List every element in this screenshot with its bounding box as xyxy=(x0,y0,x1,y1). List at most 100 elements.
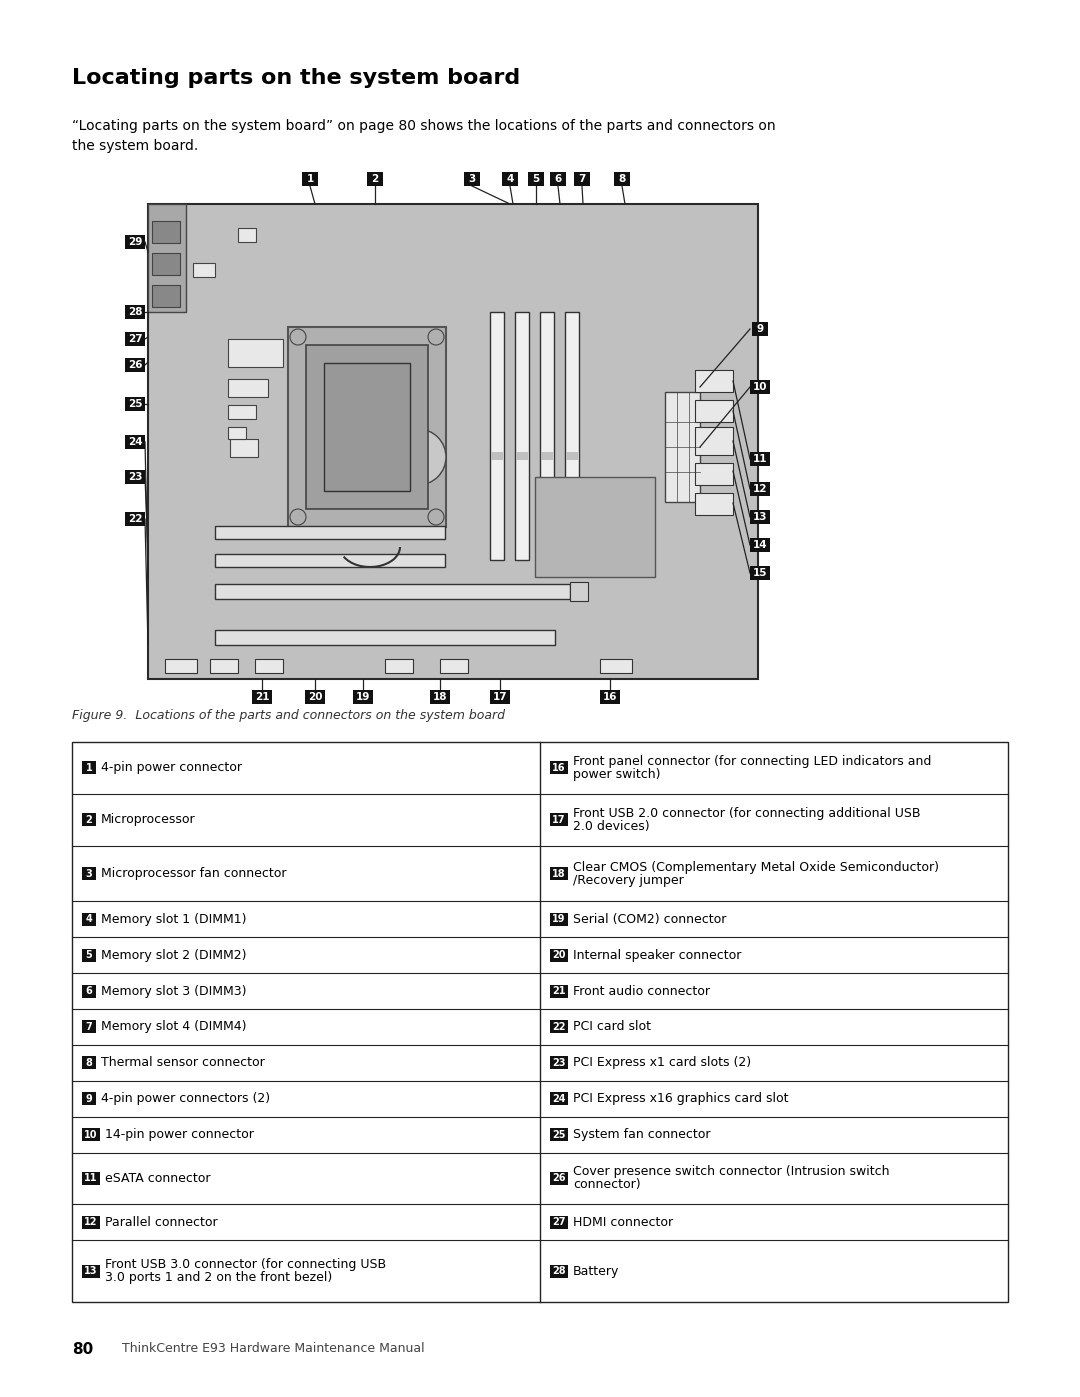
Bar xyxy=(252,690,272,704)
Text: 5: 5 xyxy=(85,950,93,960)
Bar xyxy=(550,813,568,826)
Bar xyxy=(440,659,468,673)
Text: PCI Express x16 graphics card slot: PCI Express x16 graphics card slot xyxy=(573,1092,788,1105)
Text: 18: 18 xyxy=(433,692,447,703)
Text: 22: 22 xyxy=(127,514,143,524)
Bar xyxy=(82,1129,100,1141)
Text: 10: 10 xyxy=(84,1130,98,1140)
Bar xyxy=(565,312,579,560)
Bar xyxy=(528,172,544,186)
Bar xyxy=(550,1129,568,1141)
Bar xyxy=(516,453,528,460)
Bar xyxy=(306,345,428,509)
Text: 8: 8 xyxy=(619,175,625,184)
Circle shape xyxy=(291,330,306,345)
Text: Thermal sensor connector: Thermal sensor connector xyxy=(102,1056,265,1069)
Text: Locating parts on the system board: Locating parts on the system board xyxy=(72,68,521,88)
Text: 3.0 ports 1 and 2 on the front bezel): 3.0 ports 1 and 2 on the front bezel) xyxy=(105,1271,333,1284)
Text: Front audio connector: Front audio connector xyxy=(573,985,710,997)
Bar xyxy=(82,813,96,826)
Text: 23: 23 xyxy=(552,1058,566,1067)
Bar xyxy=(148,204,758,679)
Circle shape xyxy=(291,509,306,525)
Text: 19: 19 xyxy=(355,692,370,703)
Text: Cover presence switch connector (Intrusion switch: Cover presence switch connector (Intrusi… xyxy=(573,1165,890,1179)
Bar xyxy=(125,358,145,372)
Bar xyxy=(696,427,733,455)
Bar xyxy=(696,370,733,393)
Text: 4: 4 xyxy=(507,175,514,184)
Bar xyxy=(665,393,700,502)
Bar xyxy=(215,630,555,645)
Bar xyxy=(750,453,770,467)
Bar xyxy=(82,1092,96,1105)
Text: Memory slot 1 (DIMM1): Memory slot 1 (DIMM1) xyxy=(102,912,246,926)
Bar xyxy=(367,172,383,186)
Bar xyxy=(148,204,186,312)
Text: Parallel connector: Parallel connector xyxy=(105,1215,218,1229)
Bar xyxy=(600,659,632,673)
Text: 23: 23 xyxy=(127,472,143,482)
Text: “Locating parts on the system board” on page 80 shows the locations of the parts: “Locating parts on the system board” on … xyxy=(72,119,775,154)
Bar xyxy=(82,1056,96,1069)
Text: Serial (COM2) connector: Serial (COM2) connector xyxy=(573,912,727,926)
Bar xyxy=(750,566,770,580)
Text: power switch): power switch) xyxy=(573,768,661,781)
Text: 16: 16 xyxy=(603,692,618,703)
Bar xyxy=(165,659,197,673)
Text: 2: 2 xyxy=(372,175,379,184)
Text: PCI card slot: PCI card slot xyxy=(573,1020,651,1034)
Bar xyxy=(82,761,96,774)
Text: Front panel connector (for connecting LED indicators and: Front panel connector (for connecting LE… xyxy=(573,754,931,768)
Bar xyxy=(535,476,654,577)
Text: 11: 11 xyxy=(84,1173,98,1183)
Text: 10: 10 xyxy=(753,381,767,393)
Bar xyxy=(238,228,256,242)
Bar xyxy=(550,1215,568,1229)
Text: 21: 21 xyxy=(255,692,269,703)
Bar xyxy=(550,985,568,997)
Bar xyxy=(550,172,566,186)
Bar xyxy=(255,659,283,673)
Bar xyxy=(125,332,145,346)
Text: 20: 20 xyxy=(552,950,566,960)
Bar xyxy=(490,312,504,560)
Text: Memory slot 4 (DIMM4): Memory slot 4 (DIMM4) xyxy=(102,1020,246,1034)
Text: Memory slot 3 (DIMM3): Memory slot 3 (DIMM3) xyxy=(102,985,246,997)
Bar xyxy=(82,1172,100,1185)
Text: 22: 22 xyxy=(552,1023,566,1032)
Bar xyxy=(215,584,570,599)
Text: Battery: Battery xyxy=(573,1264,619,1278)
Text: Clear CMOS (Complementary Metal Oxide Semiconductor): Clear CMOS (Complementary Metal Oxide Se… xyxy=(573,861,939,873)
Circle shape xyxy=(428,330,444,345)
Bar xyxy=(82,1215,100,1229)
Bar xyxy=(125,469,145,483)
Bar xyxy=(750,538,770,552)
Text: System fan connector: System fan connector xyxy=(573,1129,711,1141)
Text: 2.0 devices): 2.0 devices) xyxy=(573,820,650,833)
Text: 14-pin power connector: 14-pin power connector xyxy=(105,1129,254,1141)
Text: 7: 7 xyxy=(578,175,585,184)
Bar xyxy=(430,690,450,704)
Text: HDMI connector: HDMI connector xyxy=(573,1215,673,1229)
Bar xyxy=(750,482,770,496)
Bar xyxy=(566,453,578,460)
Bar xyxy=(550,761,568,774)
Text: 6: 6 xyxy=(85,986,93,996)
Text: 4: 4 xyxy=(85,915,93,925)
Text: 7: 7 xyxy=(85,1023,93,1032)
Bar xyxy=(210,659,238,673)
Text: 12: 12 xyxy=(753,483,767,495)
Text: 80: 80 xyxy=(72,1341,93,1356)
Text: Memory slot 2 (DIMM2): Memory slot 2 (DIMM2) xyxy=(102,949,246,961)
Text: 4-pin power connectors (2): 4-pin power connectors (2) xyxy=(102,1092,270,1105)
Bar xyxy=(502,172,518,186)
Text: 27: 27 xyxy=(127,334,143,344)
Bar xyxy=(230,439,258,457)
Circle shape xyxy=(428,509,444,525)
Bar xyxy=(125,434,145,448)
Text: connector): connector) xyxy=(573,1179,640,1192)
Bar xyxy=(324,363,410,490)
Bar xyxy=(752,321,768,337)
Bar xyxy=(464,172,480,186)
